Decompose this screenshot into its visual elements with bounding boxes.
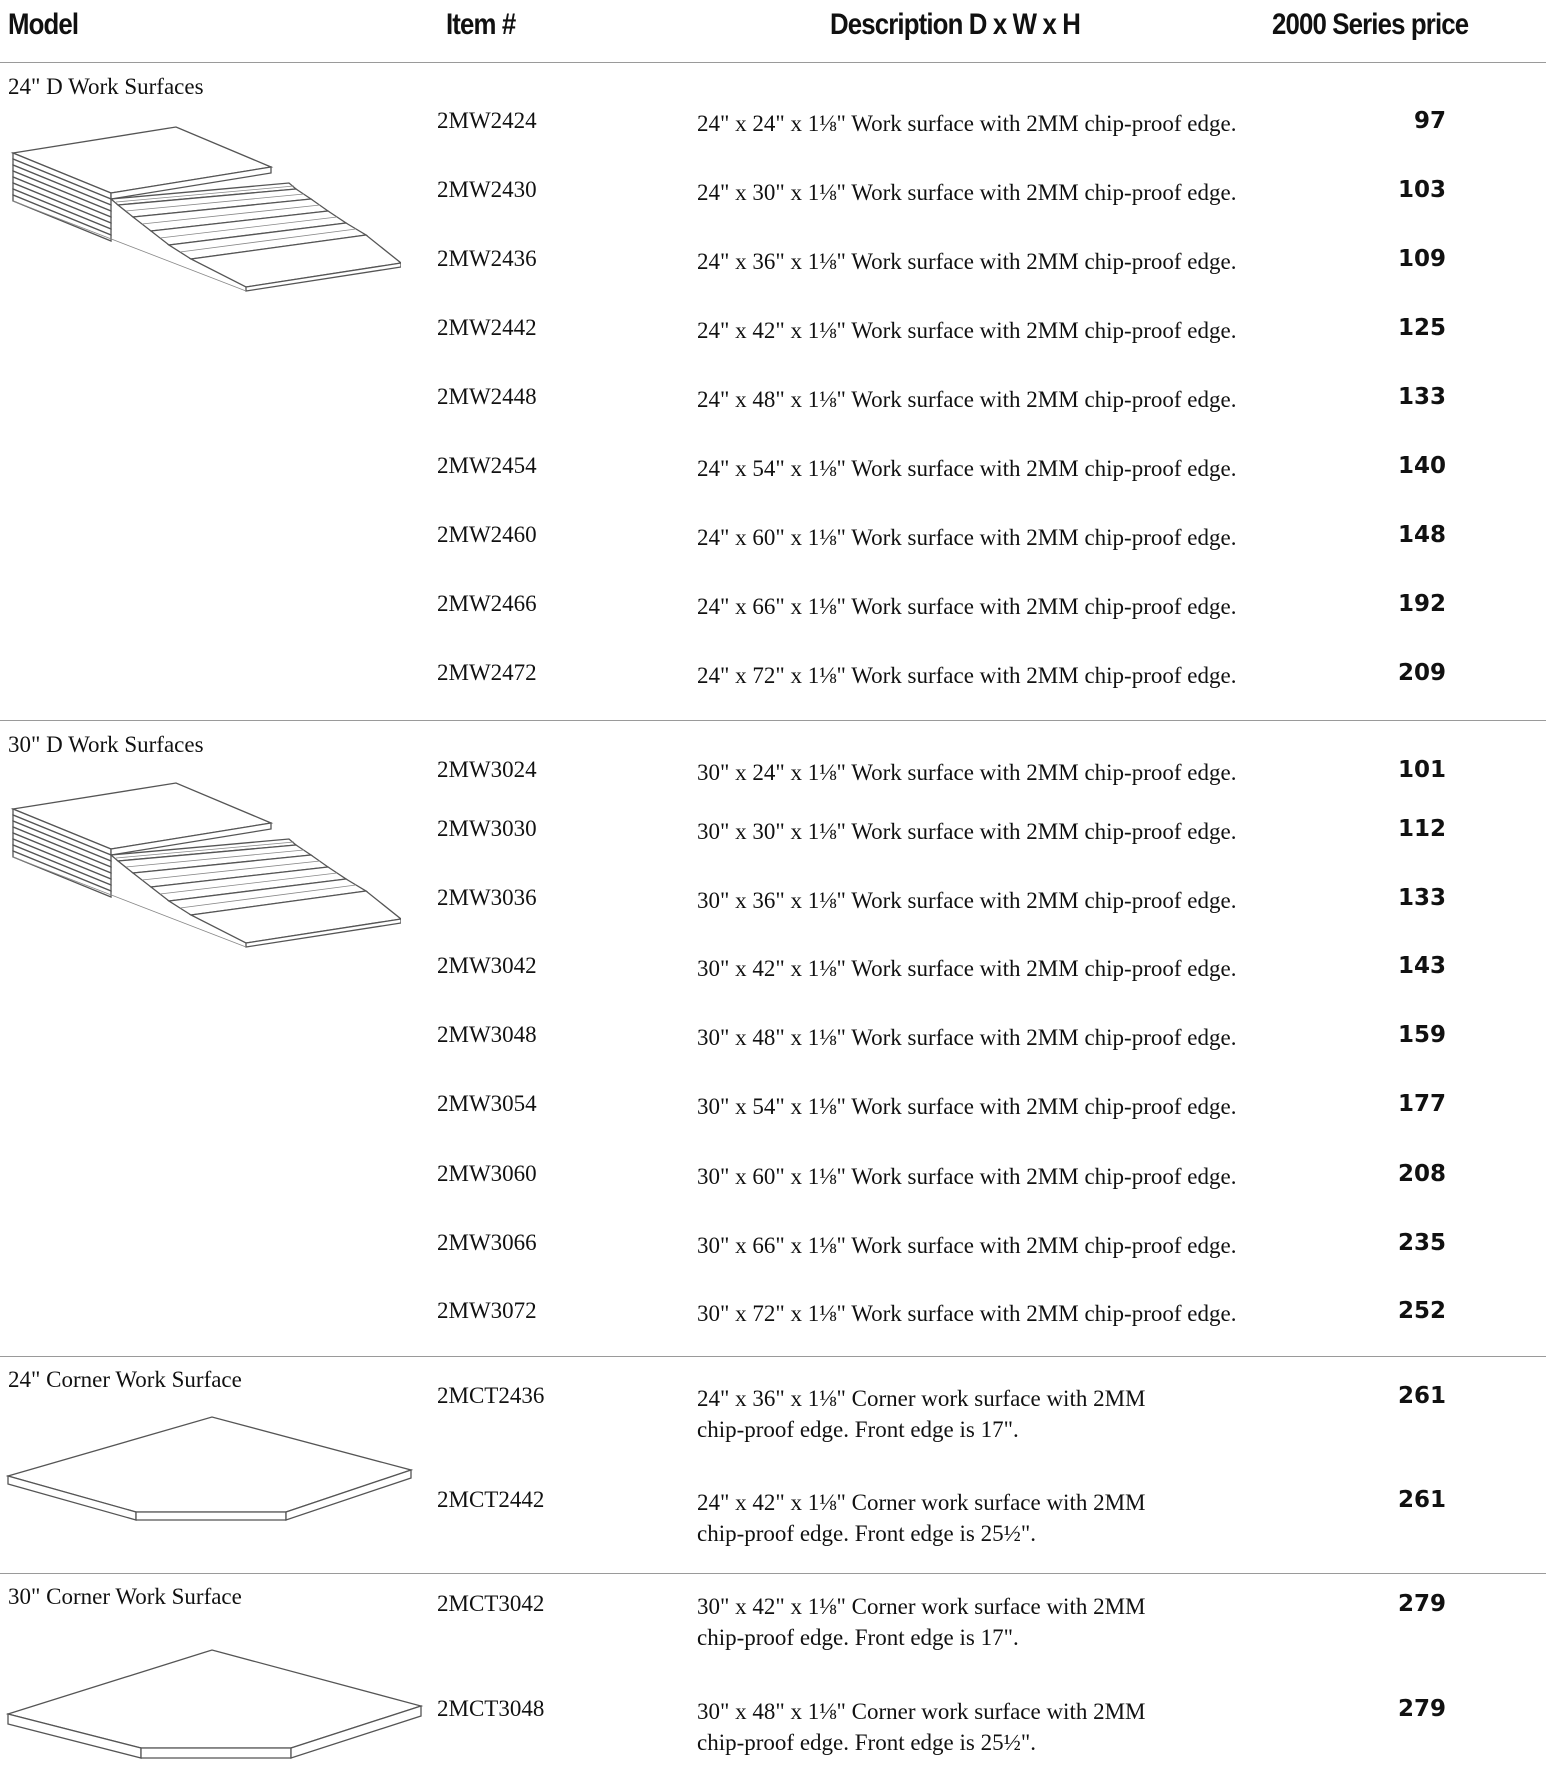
item-number: 2MW3066 (437, 1230, 537, 1255)
stacked-work-surfaces-icon (10, 782, 401, 948)
price: 235 (1397, 1230, 1446, 1256)
header-price: 2000 Series price (1272, 8, 1469, 41)
description: 24" x 66" x 1⅛" Work surface with 2MM ch… (697, 594, 1237, 619)
description: 30" x 36" x 1⅛" Work surface with 2MM ch… (697, 888, 1237, 913)
item-number: 2MW2466 (437, 591, 537, 616)
item-number: 2MW2448 (437, 384, 537, 409)
item-number: 2MW3042 (437, 953, 537, 978)
description-line-1: 24" x 42" x 1⅛" Corner work surface with… (697, 1490, 1146, 1515)
price: 140 (1397, 453, 1446, 479)
corner-work-surface-icon (6, 1416, 414, 1521)
item-number: 2MW3054 (437, 1091, 537, 1116)
item-number: 2MW3036 (437, 885, 537, 910)
price: 208 (1397, 1161, 1446, 1187)
price: 143 (1397, 953, 1446, 979)
item-number: 2MCT3048 (437, 1696, 545, 1721)
price: 261 (1397, 1487, 1446, 1513)
section-title: 30" Corner Work Surface (8, 1584, 242, 1609)
item-number: 2MW2436 (437, 246, 537, 271)
price: 103 (1397, 177, 1446, 203)
description: 30" x 24" x 1⅛" Work surface with 2MM ch… (697, 760, 1237, 785)
item-number: 2MCT3042 (437, 1591, 545, 1616)
price: 112 (1397, 816, 1446, 842)
description: 24" x 36" x 1⅛" Corner work surface with… (697, 1383, 1146, 1445)
section-title: 24" D Work Surfaces (8, 74, 204, 99)
header-divider (0, 62, 1546, 63)
description-line-1: 24" x 36" x 1⅛" Corner work surface with… (697, 1386, 1146, 1411)
description: 30" x 42" x 1⅛" Work surface with 2MM ch… (697, 956, 1237, 981)
item-number: 2MW3024 (437, 757, 537, 782)
item-number: 2MW3030 (437, 816, 537, 841)
description: 30" x 42" x 1⅛" Corner work surface with… (697, 1591, 1146, 1653)
price: 252 (1397, 1298, 1446, 1324)
item-number: 2MW2430 (437, 177, 537, 202)
item-number: 2MCT2436 (437, 1383, 545, 1408)
price: 279 (1397, 1591, 1446, 1617)
stacked-work-surfaces-icon (10, 126, 401, 292)
section-divider (0, 720, 1546, 721)
description: 24" x 60" x 1⅛" Work surface with 2MM ch… (697, 525, 1237, 550)
description-line-2: chip-proof edge. Front edge is 17". (697, 1417, 1019, 1442)
description: 24" x 42" x 1⅛" Work surface with 2MM ch… (697, 318, 1237, 343)
price: 279 (1397, 1696, 1446, 1722)
price: 159 (1397, 1022, 1446, 1048)
item-number: 2MW2472 (437, 660, 537, 685)
description-line-2: chip-proof edge. Front edge is 25½". (697, 1730, 1036, 1755)
item-number: 2MW3048 (437, 1022, 537, 1047)
price: 133 (1397, 384, 1446, 410)
header-item: Item # (446, 8, 516, 41)
price: 209 (1397, 660, 1446, 686)
description: 30" x 48" x 1⅛" Corner work surface with… (697, 1696, 1146, 1758)
section-divider (0, 1573, 1546, 1574)
price: 148 (1397, 522, 1446, 548)
description: 30" x 72" x 1⅛" Work surface with 2MM ch… (697, 1301, 1237, 1326)
description-line-2: chip-proof edge. Front edge is 17". (697, 1625, 1019, 1650)
price: 125 (1397, 315, 1446, 341)
item-number: 2MCT2442 (437, 1487, 545, 1512)
description: 24" x 42" x 1⅛" Corner work surface with… (697, 1487, 1146, 1549)
description-line-1: 30" x 42" x 1⅛" Corner work surface with… (697, 1594, 1146, 1619)
description-line-2: chip-proof edge. Front edge is 25½". (697, 1521, 1036, 1546)
description: 30" x 66" x 1⅛" Work surface with 2MM ch… (697, 1233, 1237, 1258)
description: 24" x 30" x 1⅛" Work surface with 2MM ch… (697, 180, 1237, 205)
price: 261 (1397, 1383, 1446, 1409)
section-title: 30" D Work Surfaces (8, 732, 204, 757)
description: 24" x 24" x 1⅛" Work surface with 2MM ch… (697, 111, 1237, 136)
price: 133 (1397, 885, 1446, 911)
corner-work-surface-icon (6, 1649, 424, 1759)
price: 177 (1397, 1091, 1446, 1117)
description: 30" x 60" x 1⅛" Work surface with 2MM ch… (697, 1164, 1237, 1189)
description: 24" x 54" x 1⅛" Work surface with 2MM ch… (697, 456, 1237, 481)
header-model: Model (8, 8, 79, 41)
price: 97 (1413, 108, 1446, 134)
price: 101 (1397, 757, 1446, 783)
description: 24" x 48" x 1⅛" Work surface with 2MM ch… (697, 387, 1237, 412)
price: 192 (1397, 591, 1446, 617)
description: 24" x 72" x 1⅛" Work surface with 2MM ch… (697, 663, 1237, 688)
description: 30" x 30" x 1⅛" Work surface with 2MM ch… (697, 819, 1237, 844)
item-number: 2MW2460 (437, 522, 537, 547)
item-number: 2MW2454 (437, 453, 537, 478)
header-description: Description D x W x H (830, 8, 1081, 41)
section-divider (0, 1356, 1546, 1357)
price: 109 (1397, 246, 1446, 272)
description: 24" x 36" x 1⅛" Work surface with 2MM ch… (697, 249, 1237, 274)
item-number: 2MW3072 (437, 1298, 537, 1323)
item-number: 2MW3060 (437, 1161, 537, 1186)
description: 30" x 48" x 1⅛" Work surface with 2MM ch… (697, 1025, 1237, 1050)
description: 30" x 54" x 1⅛" Work surface with 2MM ch… (697, 1094, 1237, 1119)
item-number: 2MW2424 (437, 108, 537, 133)
description-line-1: 30" x 48" x 1⅛" Corner work surface with… (697, 1699, 1146, 1724)
item-number: 2MW2442 (437, 315, 537, 340)
section-title: 24" Corner Work Surface (8, 1367, 242, 1392)
